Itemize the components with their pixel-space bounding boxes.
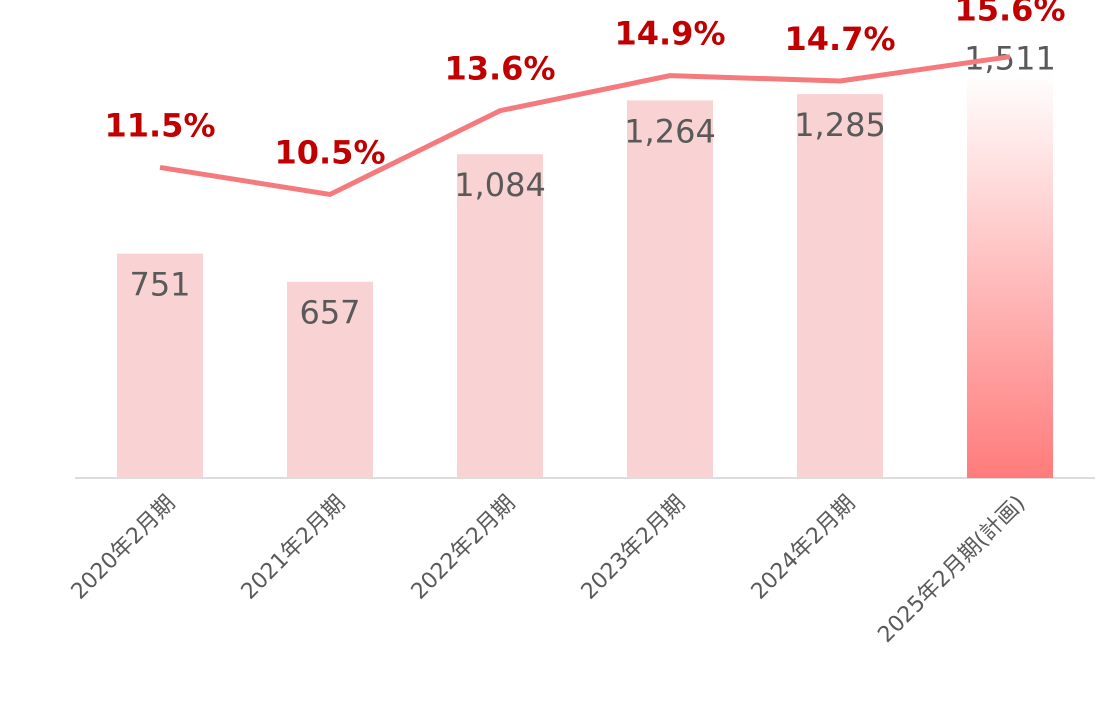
- line-label: 14.9%: [614, 15, 725, 53]
- bar: [967, 26, 1053, 479]
- bar: [627, 100, 713, 478]
- x-tick-label: 2025年2月期(計画): [873, 491, 1030, 648]
- bar-label: 657: [299, 294, 360, 332]
- line-label: 15.6%: [954, 0, 1065, 29]
- line: [159, 54, 1011, 197]
- line-label: 14.7%: [784, 20, 895, 58]
- bar-label: 1,084: [454, 166, 546, 204]
- bar-label: 1,285: [794, 106, 886, 144]
- x-tick-label: 2020年2月期: [67, 491, 181, 605]
- x-tick-label: 2024年2月期: [747, 491, 861, 605]
- x-tick-label: 2022年2月期: [407, 491, 521, 605]
- bar-label: 751: [129, 266, 190, 304]
- line-label: 10.5%: [274, 133, 385, 171]
- x-tick-label: 2021年2月期: [237, 491, 351, 605]
- bar: [117, 253, 203, 478]
- bar: [457, 154, 543, 478]
- line-label: 11.5%: [104, 106, 215, 144]
- bar: [797, 94, 883, 478]
- bar-label: 1,264: [624, 112, 716, 150]
- line-label: 13.6%: [444, 50, 555, 88]
- x-tick-label: 2023年2月期: [577, 491, 691, 605]
- bar: [287, 281, 373, 478]
